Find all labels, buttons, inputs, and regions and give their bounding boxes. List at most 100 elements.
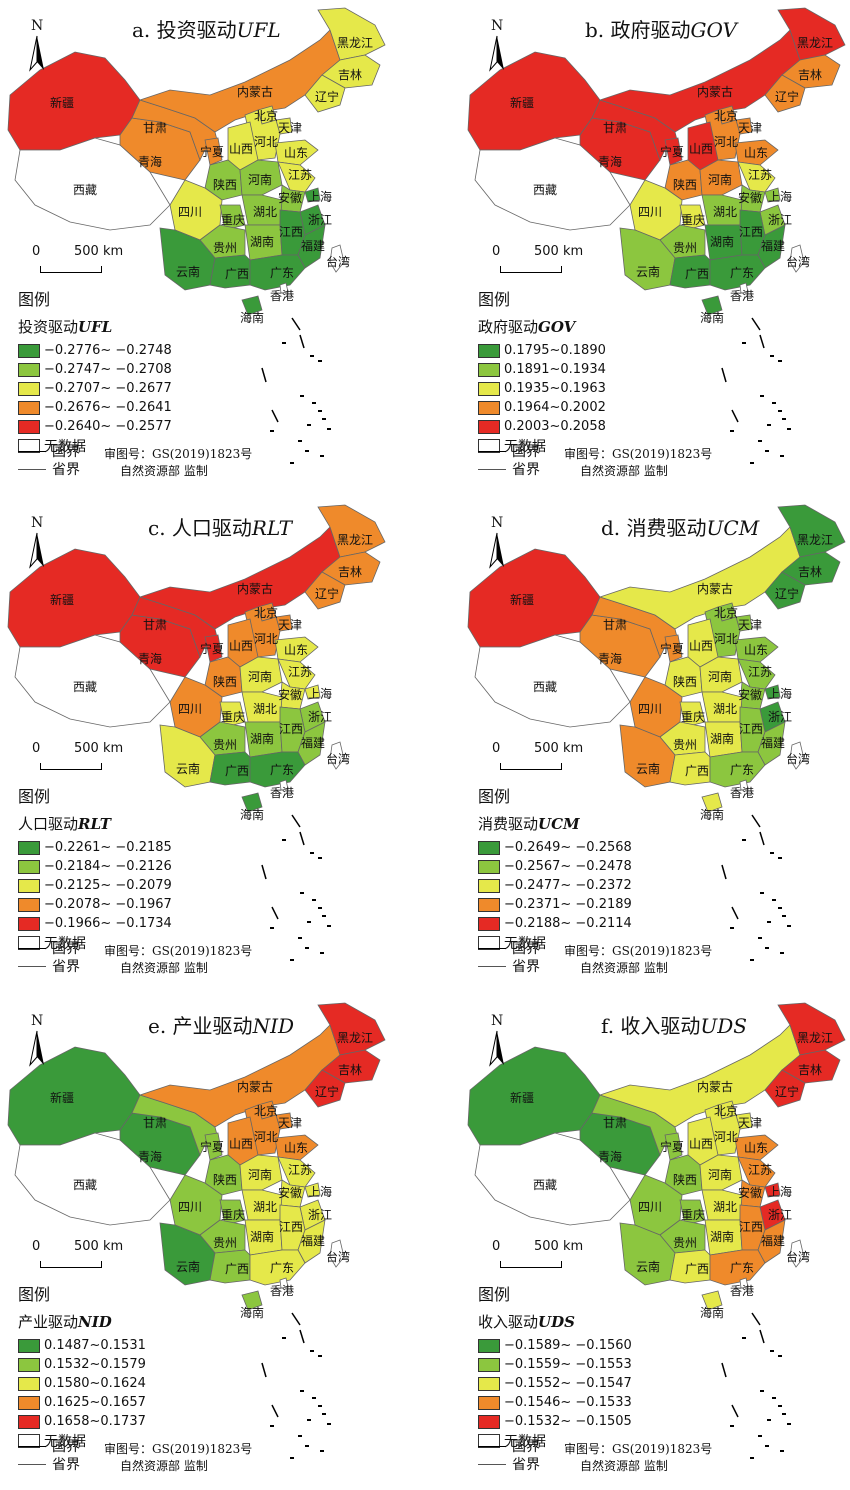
legend-item: −0.2707~ −0.2677 (18, 379, 172, 398)
province-region (777, 504, 846, 558)
province-label: 宁夏 (200, 144, 224, 159)
province-region (739, 1277, 749, 1289)
province-label: 甘肃 (603, 1116, 627, 1130)
north-arrow: N (482, 1013, 512, 1073)
title-prefix: e. 产业驱动 (148, 1014, 253, 1038)
island-mark (312, 1397, 316, 1399)
province-label: 河南 (708, 172, 732, 187)
province-label: 河北 (714, 632, 738, 646)
province-label: 重庆 (221, 710, 245, 724)
province-label: 西藏 (73, 183, 97, 197)
national-border-label: 国界 (512, 444, 540, 460)
island-mark (778, 1405, 782, 1407)
province-region (777, 1002, 846, 1056)
island-mark (300, 1390, 304, 1392)
province-region (737, 161, 776, 193)
legend-item: 0.1795~0.1890 (478, 341, 606, 360)
province-label: 青海 (598, 1149, 622, 1164)
island-mark (300, 395, 304, 397)
province-label: 吉林 (338, 1063, 362, 1077)
legend-item-label: 0.1625~0.1657 (44, 1395, 146, 1410)
maritime-boundary-line (271, 409, 279, 423)
north-arrow-icon (489, 35, 504, 72)
island-mark (298, 1435, 302, 1437)
north-arrow-icon (29, 532, 44, 569)
province-label: 湖南 (250, 234, 274, 249)
scale-bar-line (500, 266, 562, 273)
island-mark (307, 424, 311, 426)
province-region (737, 1156, 776, 1188)
province-region (204, 634, 223, 663)
province-label: 云南 (176, 264, 200, 279)
boundary-legend: 国界 省界 (18, 939, 80, 975)
title-prefix: c. 人口驱动 (148, 516, 252, 540)
province-label: 上海 (308, 189, 332, 204)
national-border-line (18, 450, 46, 452)
national-border-line (18, 947, 46, 949)
province-label: 内蒙古 (697, 581, 733, 596)
legend: 图例 投资驱动UFL −0.2776~ −0.2748 −0.2747~ −0.270… (18, 286, 172, 455)
legend-item-label: 无数据 (504, 1433, 546, 1450)
review-number-text: 审图号：GS(2019)1823号 (564, 944, 713, 958)
province-label: 湖北 (253, 701, 277, 716)
province-label: 山东 (744, 146, 768, 160)
review-number-text: 审图号：GS(2019)1823号 (104, 447, 253, 461)
province-label: 贵州 (213, 241, 237, 255)
province-label: 河南 (708, 1167, 732, 1182)
province-region (329, 244, 345, 273)
province-label: 浙江 (308, 213, 332, 227)
review-number-text: 审图号：GS(2019)1823号 (104, 944, 253, 958)
province-label: 重庆 (681, 1208, 705, 1222)
province-label: 黑龙江 (337, 36, 373, 50)
province-label: 北京 (254, 1104, 278, 1118)
map-review-number: 审图号：GS(2019)1823号 自然资源部 监制 (564, 446, 712, 480)
island-mark (742, 1337, 746, 1339)
legend-item-label: −0.1589~ −0.1560 (504, 1338, 632, 1353)
province-label: 湖北 (713, 204, 737, 219)
legend-item-label: −0.2477~ −0.2372 (504, 878, 632, 893)
province-region (277, 658, 316, 690)
province-label: 宁夏 (660, 641, 684, 656)
legend-item: 0.1487~0.1531 (18, 1336, 146, 1355)
province-region (317, 7, 386, 61)
province-region (204, 1132, 223, 1161)
province-region (304, 1182, 321, 1198)
supervisor-text: 自然资源部 监制 (580, 961, 668, 975)
map-panel: 新疆 西藏 青海 甘肃 宁夏 内蒙古 黑龙江 吉林 辽宁 北京 天津 河北 山西 山东 陕西 河南 江苏 安徽 上海… (0, 497, 425, 992)
province-region (14, 137, 171, 231)
province-label: 云南 (176, 1259, 200, 1274)
legend-swatch (478, 1395, 500, 1410)
legend-item-no-data: 无数据 (18, 933, 172, 952)
north-arrow: N (482, 18, 512, 78)
island-mark (298, 440, 302, 442)
maritime-boundary-line (721, 864, 727, 880)
province-label: 湖北 (713, 1199, 737, 1214)
legend-swatch (18, 1357, 40, 1372)
province-label: 江苏 (748, 665, 772, 679)
north-arrow-letter: N (491, 515, 504, 531)
national-border-label: 国界 (512, 941, 540, 957)
province-label: 新疆 (50, 592, 74, 607)
province-region (279, 779, 289, 791)
island-mark (782, 915, 786, 917)
province-label: 青海 (138, 1149, 162, 1164)
province-label: 江西 (739, 225, 763, 239)
province-label: 辽宁 (315, 1084, 339, 1099)
island-mark (270, 927, 274, 929)
province-label: 江西 (739, 1220, 763, 1234)
national-border-line (478, 947, 506, 949)
supervisor-text: 自然资源部 监制 (120, 464, 208, 478)
province-label: 台湾 (786, 254, 810, 269)
province-label: 湖南 (710, 731, 734, 746)
national-border-label: 国界 (512, 1439, 540, 1455)
province-label: 广东 (270, 763, 294, 777)
legend-item: 0.1580~0.1624 (18, 1374, 146, 1393)
map-panel: 新疆 西藏 青海 甘肃 宁夏 内蒙古 黑龙江 吉林 辽宁 北京 天津 河北 山西 山东 陕西 河南 江苏 安徽 上海… (460, 995, 850, 1490)
province-label: 江苏 (288, 665, 312, 679)
province-label: 新疆 (510, 95, 534, 110)
province-label: 陕西 (213, 1172, 237, 1187)
legend-subtitle-code: UCM (538, 815, 580, 833)
province-label: 山西 (689, 639, 713, 653)
legend-item: −0.2747~ −0.2708 (18, 360, 172, 379)
maritime-boundary-line (731, 409, 739, 423)
